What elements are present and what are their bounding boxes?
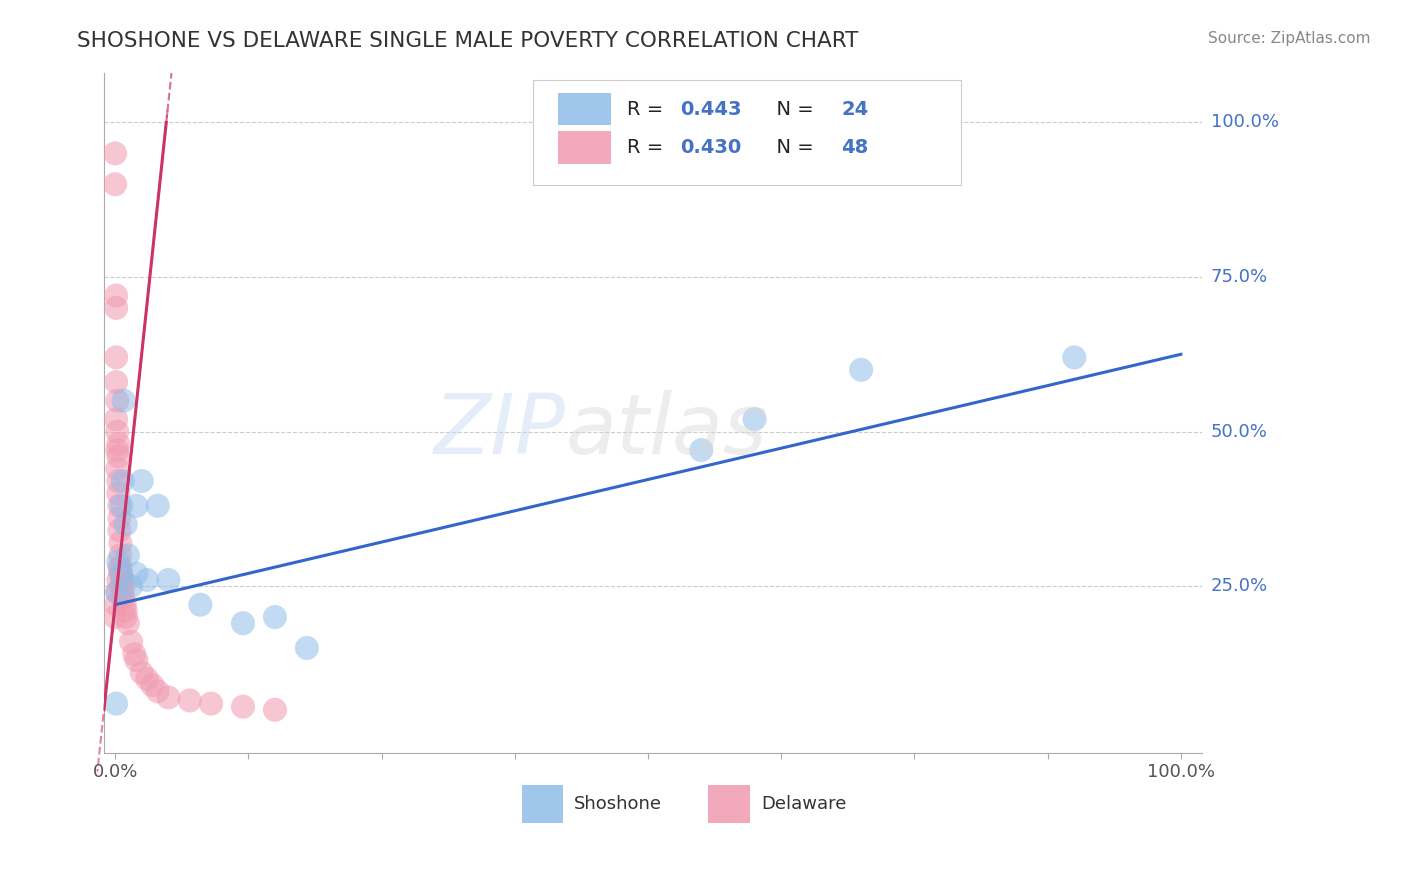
Point (107, 437, 129, 451)
Point (110, 579, 132, 593)
Point (131, 665, 153, 680)
Point (232, 699, 254, 714)
Point (105, 288, 128, 302)
FancyBboxPatch shape (558, 131, 610, 164)
Point (104, 610, 127, 624)
Point (104, 146, 127, 161)
Text: 25.0%: 25.0% (1211, 577, 1268, 595)
Point (125, 499, 148, 513)
Point (146, 684, 169, 698)
Point (179, 693, 201, 707)
Point (136, 672, 159, 686)
Point (200, 697, 222, 711)
Point (157, 573, 180, 587)
Point (131, 474, 153, 488)
Point (120, 634, 142, 648)
Point (157, 690, 180, 705)
Point (105, 412, 128, 426)
Text: 50.0%: 50.0% (1211, 423, 1267, 441)
Point (190, 598, 212, 612)
Text: Delaware: Delaware (761, 795, 846, 814)
Point (264, 610, 287, 624)
Point (744, 412, 766, 426)
Point (105, 301, 128, 315)
Point (111, 585, 134, 599)
Point (690, 443, 713, 458)
FancyBboxPatch shape (533, 79, 960, 186)
FancyBboxPatch shape (522, 785, 564, 822)
Point (105, 375, 128, 389)
Point (107, 474, 129, 488)
Point (136, 573, 159, 587)
Point (124, 647, 146, 661)
Point (125, 566, 148, 581)
Text: 0.430: 0.430 (679, 138, 741, 157)
Text: R =: R = (627, 138, 669, 157)
Point (117, 548, 139, 562)
Point (107, 486, 129, 500)
Point (125, 653, 148, 667)
Text: Source: ZipAtlas.com: Source: ZipAtlas.com (1208, 31, 1371, 46)
Point (110, 566, 132, 581)
Point (105, 697, 128, 711)
Text: Shoshone: Shoshone (574, 795, 662, 814)
Point (105, 351, 128, 365)
Text: N =: N = (765, 100, 820, 119)
Point (105, 443, 128, 458)
Point (111, 573, 134, 587)
Point (105, 393, 128, 408)
Point (105, 585, 128, 599)
Point (114, 610, 136, 624)
Point (1063, 351, 1085, 365)
Point (849, 363, 872, 377)
Point (114, 598, 136, 612)
Point (110, 499, 132, 513)
Point (120, 579, 142, 593)
Point (108, 524, 131, 538)
Point (114, 517, 136, 532)
FancyBboxPatch shape (558, 93, 610, 126)
Point (112, 393, 135, 408)
Text: R =: R = (627, 100, 669, 119)
Point (107, 573, 129, 587)
Point (107, 554, 129, 568)
Point (105, 461, 128, 475)
Text: 48: 48 (841, 138, 869, 157)
FancyBboxPatch shape (709, 785, 749, 822)
Text: 24: 24 (841, 100, 869, 119)
Point (141, 678, 163, 692)
Point (110, 548, 132, 562)
Point (110, 560, 132, 574)
Point (295, 640, 318, 655)
Text: N =: N = (765, 138, 820, 157)
Point (108, 511, 131, 525)
Point (112, 579, 135, 593)
Point (264, 703, 287, 717)
Point (105, 598, 128, 612)
Point (110, 536, 132, 550)
Point (110, 566, 132, 581)
Text: 100.0%: 100.0% (1211, 113, 1278, 131)
Point (232, 616, 254, 631)
Point (114, 604, 136, 618)
Point (108, 499, 131, 513)
Text: 0.443: 0.443 (679, 100, 741, 119)
Point (105, 585, 128, 599)
Point (104, 178, 127, 192)
Text: SHOSHONE VS DELAWARE SINGLE MALE POVERTY CORRELATION CHART: SHOSHONE VS DELAWARE SINGLE MALE POVERTY… (77, 31, 859, 51)
Point (105, 425, 128, 439)
Point (107, 450, 129, 464)
Point (108, 560, 131, 574)
Text: atlas: atlas (565, 390, 768, 471)
Text: ZIP: ZIP (433, 390, 565, 471)
Point (117, 616, 139, 631)
Point (111, 474, 134, 488)
Point (146, 499, 169, 513)
Text: 75.0%: 75.0% (1211, 268, 1268, 286)
Point (112, 591, 135, 606)
